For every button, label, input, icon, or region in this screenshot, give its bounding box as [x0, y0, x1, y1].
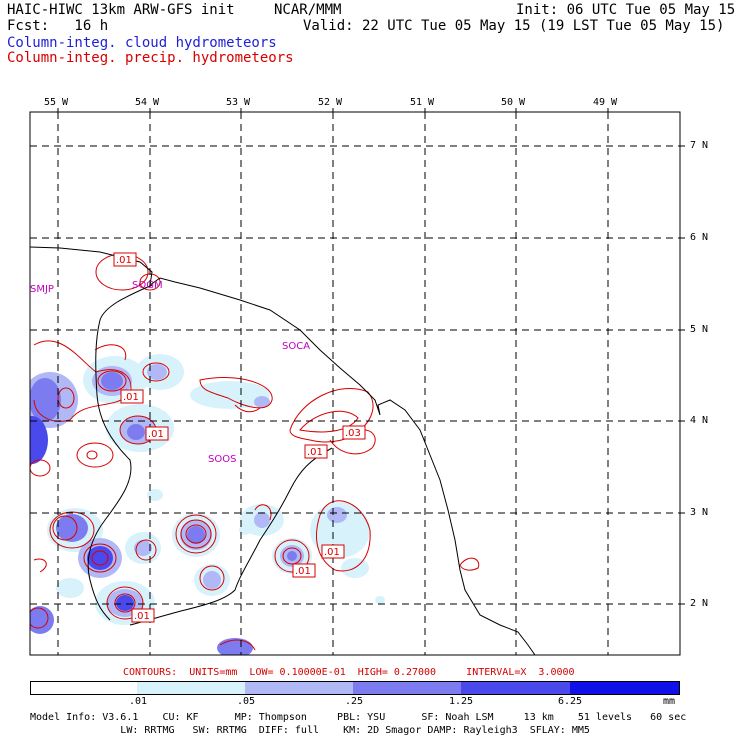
lon-label: 50 W — [501, 97, 526, 108]
contour-label-box: .01 — [131, 608, 155, 623]
model-info-line1: Model Info: V3.6.1 CU: KF MP: Thompson P… — [30, 712, 687, 723]
colorbar-seg — [30, 681, 138, 695]
colorbar-tick: .01 — [129, 696, 148, 707]
colorbar-seg — [461, 681, 570, 695]
field-precip-label: Column-integ. precip. hydrometeors — [7, 50, 294, 66]
contour-label-box: .01 — [145, 426, 169, 441]
lon-label: 49 W — [593, 97, 618, 108]
lon-label: 51 W — [410, 97, 435, 108]
station-label: SMJP — [30, 284, 54, 295]
contour-label-box: .01 — [120, 389, 144, 404]
lat-label: 4 N — [690, 415, 709, 426]
org-label: NCAR/MMM — [274, 2, 342, 18]
svg-text:.01: .01 — [324, 547, 340, 558]
svg-text:.01: .01 — [134, 611, 150, 622]
svg-text:.01: .01 — [307, 447, 323, 458]
field-cloud-label: Column-integ. cloud hydrometeors — [7, 35, 277, 51]
lat-label: 6 N — [690, 232, 709, 243]
map-frame — [29, 111, 681, 656]
contour-label-box: .01 — [113, 252, 137, 267]
station-label: SOCA — [282, 341, 310, 352]
colorbar-seg — [137, 681, 245, 695]
forecast-hour: Fcst: 16 h — [7, 18, 109, 34]
lon-label: 53 W — [226, 97, 251, 108]
contour-label-box: .03 — [342, 425, 366, 440]
precip-contours — [30, 253, 480, 651]
svg-text:.01: .01 — [123, 392, 139, 403]
colorbar-tick: .25 — [345, 696, 364, 707]
colorbar-tick: .05 — [237, 696, 256, 707]
colorbar-seg — [353, 681, 461, 695]
svg-text:.01: .01 — [116, 255, 132, 266]
lat-label: 5 N — [690, 324, 709, 335]
init-time: Init: 06 UTC Tue 05 May 15 — [516, 2, 736, 18]
colorbar-units: mm — [663, 696, 676, 707]
colorbar-tick: 1.25 — [449, 696, 474, 707]
model-title: HAIC-HIWC 13km ARW-GFS init — [7, 2, 235, 18]
lat-label: 3 N — [690, 507, 709, 518]
graticule — [30, 112, 680, 655]
lat-label: 7 N — [690, 140, 709, 151]
lat-label: 2 N — [690, 598, 709, 609]
colorbar-seg — [570, 681, 680, 695]
lon-label: 52 W — [318, 97, 343, 108]
svg-text:.01: .01 — [148, 429, 164, 440]
colorbar-seg — [245, 681, 353, 695]
contours-info: CONTOURS: UNITS=mm LOW= 0.10000E-01 HIGH… — [123, 667, 575, 678]
model-info-line2: LW: RRTMG SW: RRTMG DIFF: full KM: 2D Sm… — [30, 725, 590, 736]
lon-label: 54 W — [135, 97, 160, 108]
contour-label-box: .01 — [304, 444, 328, 459]
frame-ticks — [57, 108, 685, 605]
lon-label: 55 W — [44, 97, 69, 108]
colorbar-tick: 6.25 — [558, 696, 583, 707]
svg-text:.01: .01 — [295, 566, 311, 577]
contour-label-box: .01 — [292, 563, 316, 578]
coastline — [30, 246, 536, 655]
contour-label-box: .01 — [321, 544, 345, 559]
cloud-shading — [30, 354, 385, 655]
station-label: SOGM — [132, 280, 163, 291]
station-label: SOOS — [208, 454, 236, 465]
svg-text:.03: .03 — [345, 428, 361, 439]
valid-time: Valid: 22 UTC Tue 05 May 15 (19 LST Tue … — [303, 18, 725, 34]
